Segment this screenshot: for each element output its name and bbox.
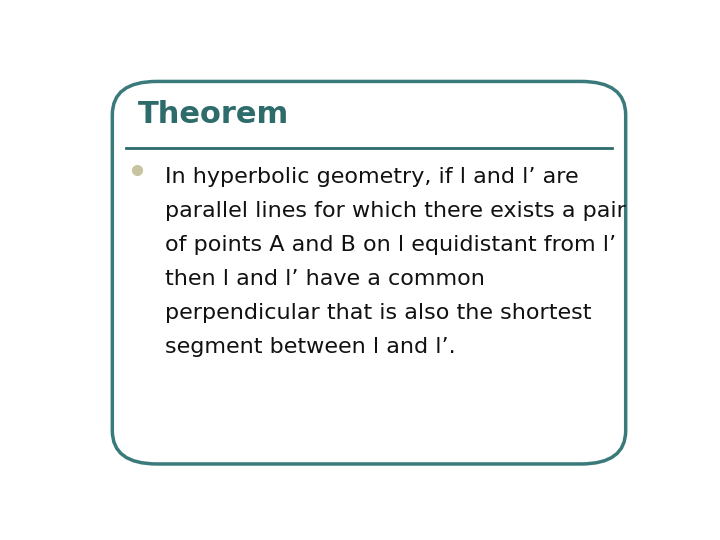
FancyBboxPatch shape [112,82,626,464]
Text: segment between l and l’.: segment between l and l’. [166,337,456,357]
Text: then l and l’ have a common: then l and l’ have a common [166,269,485,289]
Text: perpendicular that is also the shortest: perpendicular that is also the shortest [166,303,592,323]
Text: In hyperbolic geometry, if l and l’ are: In hyperbolic geometry, if l and l’ are [166,167,579,187]
Text: of points A and B on l equidistant from l’: of points A and B on l equidistant from … [166,235,616,255]
Text: parallel lines for which there exists a pair: parallel lines for which there exists a … [166,201,626,221]
Text: Theorem: Theorem [138,100,289,129]
